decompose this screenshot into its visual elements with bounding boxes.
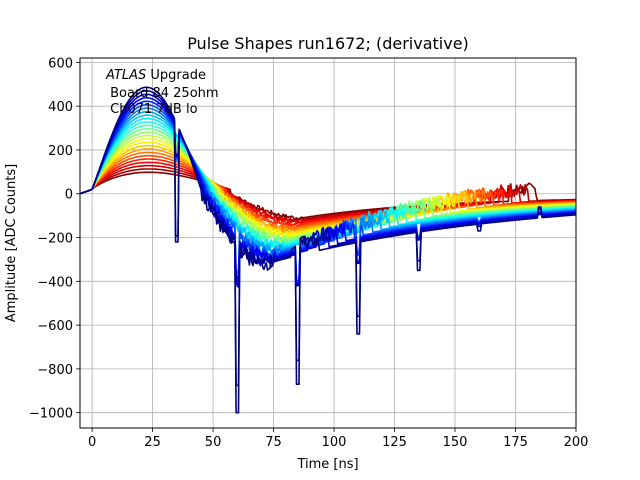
y-tick-label: −800 <box>37 363 73 378</box>
series-group <box>80 86 576 414</box>
x-tick-label: 75 <box>265 435 282 450</box>
y-tick-label: 600 <box>48 56 73 71</box>
y-tick-label: 0 <box>65 188 73 203</box>
pulse-series-line <box>80 90 576 387</box>
atlas-annotation: ATLAS Upgrade Board 84 25ohm Ch071 7dB l… <box>105 68 219 117</box>
x-tick-label: 0 <box>88 435 96 450</box>
y-tick-label: −200 <box>37 232 73 247</box>
y-tick-label: −600 <box>37 319 73 334</box>
x-tick-label: 175 <box>503 435 528 450</box>
x-tick-label: 150 <box>443 435 468 450</box>
y-tick-label: −400 <box>37 275 73 290</box>
annotation-channel: Ch071 7dB lo <box>106 102 198 117</box>
pulse-series-line <box>80 97 576 286</box>
x-tick-label: 50 <box>205 435 222 450</box>
axis-ticks: 0 25 50 75 100 125 150 175 200 −1000 −800 −600 −400 −… <box>29 56 588 450</box>
chart-title: Pulse Shapes run1672; (derivative) <box>187 34 469 53</box>
x-tick-label: 25 <box>144 435 161 450</box>
x-axis-label: Time [ns] <box>296 457 358 472</box>
annotation-board: Board 84 25ohm <box>106 86 219 101</box>
y-tick-label: 400 <box>48 100 73 115</box>
pulse-series-line <box>80 161 576 227</box>
pulse-series-line <box>80 154 576 231</box>
x-tick-label: 200 <box>564 435 589 450</box>
x-tick-label: 125 <box>382 435 407 450</box>
x-tick-label: 100 <box>322 435 347 450</box>
y-axis-label: Amplitude [ADC Counts] <box>4 164 19 322</box>
plot-frame <box>79 57 577 429</box>
pulse-series-line <box>80 86 576 414</box>
y-tick-label: −1000 <box>29 407 73 422</box>
pulse-series-line <box>80 93 576 288</box>
annotation-upgrade: Upgrade <box>146 68 206 83</box>
svg-text:ATLAS Upgrade: ATLAS Upgrade <box>105 68 206 83</box>
annotation-atlas: ATLAS <box>105 68 146 83</box>
y-tick-label: 200 <box>48 144 73 159</box>
